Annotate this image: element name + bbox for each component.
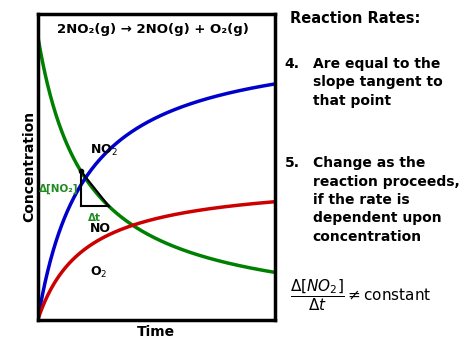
Text: Are equal to the
slope tangent to
that point: Are equal to the slope tangent to that p…: [313, 57, 443, 108]
Text: 5.: 5.: [284, 156, 300, 170]
X-axis label: Time: Time: [137, 325, 175, 339]
Text: Δ[NO₂]: Δ[NO₂]: [39, 184, 79, 194]
Text: NO: NO: [90, 222, 111, 235]
Y-axis label: Concentration: Concentration: [23, 111, 36, 223]
Text: $\dfrac{\Delta[NO_2]}{\Delta t} \neq \mathrm{constant}$: $\dfrac{\Delta[NO_2]}{\Delta t} \neq \ma…: [290, 277, 432, 313]
Text: NO$_2$: NO$_2$: [90, 143, 118, 158]
Text: Δt: Δt: [88, 213, 101, 224]
Text: 2NO₂(g) → 2NO(g) + O₂(g): 2NO₂(g) → 2NO(g) + O₂(g): [57, 23, 249, 36]
Text: Reaction Rates:: Reaction Rates:: [290, 11, 420, 26]
Text: Change as the
reaction proceeds,
if the rate is
dependent upon
concentration: Change as the reaction proceeds, if the …: [313, 156, 460, 244]
Text: 4.: 4.: [284, 57, 300, 71]
Text: O$_2$: O$_2$: [90, 264, 108, 280]
